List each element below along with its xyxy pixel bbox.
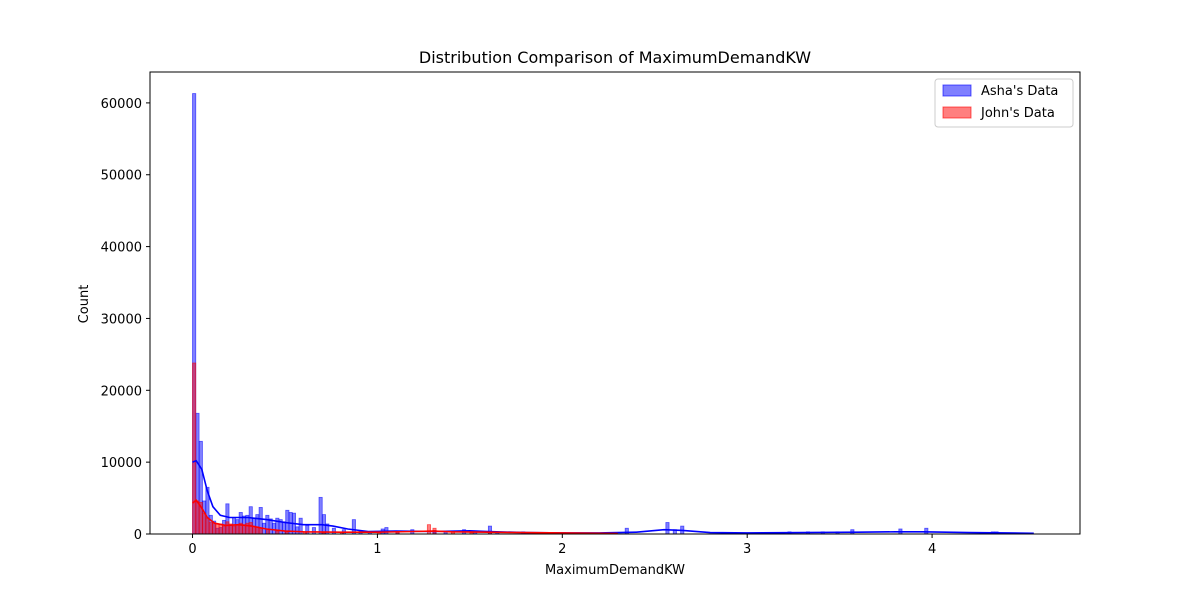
hist-bar-john-21 [266,529,271,535]
hist-bar-john-7 [215,523,220,535]
x-tick-label-1: 1 [373,542,381,557]
hist-bar-john-1 [195,500,200,535]
kde-line-john [192,499,618,535]
hist-bar-john-20 [258,527,263,535]
hist-bar-john-17 [248,522,253,535]
y-tick-label-2: 20000 [101,384,142,399]
hist-bar-john-3 [202,512,207,535]
legend-label-john: John's Data [980,106,1055,121]
hist-bar-john-10 [225,521,230,535]
legend-swatch-john [942,106,972,119]
y-tick-label-5: 50000 [101,169,142,184]
legend-swatch-asha [942,84,972,97]
plot-area: 0 1 2 3 4 0 10000 20000 30000 40000 50000 60000 [101,71,1081,557]
chart-title: Distribution Comparison of MaximumDemand… [419,48,811,67]
hist-bar-john-13 [235,524,240,535]
hist-bar-john-12 [232,525,237,535]
y-tick-label-0: 0 [134,528,142,543]
legend-label-asha: Asha's Data [981,84,1058,99]
x-tick-label-3: 3 [743,542,751,557]
hist-bar-asha-31 [295,526,300,535]
y-tick-label-3: 30000 [101,312,142,327]
hist-bar-john-6 [212,522,217,535]
y-axis-label: Count [77,285,92,324]
plot-frame [149,71,1081,535]
hist-bar-john-29 [426,524,431,535]
legend: Asha's Data John's Data [934,78,1074,128]
hist-bar-asha-35 [318,496,323,535]
y-tick-label-1: 10000 [101,456,142,471]
x-axis-label: MaximumDemandKW [545,563,685,578]
hist-bar-john-4 [205,517,210,535]
hist-bar-john-9 [222,525,227,535]
x-tick-label-2: 2 [558,542,566,557]
hist-bar-asha-24 [271,522,277,535]
x-tick-label-4: 4 [928,542,936,557]
hist-bar-asha-34 [311,527,316,535]
hist-bar-asha-38 [331,527,336,535]
x-tick-label-0: 0 [188,542,196,557]
hist-bar-asha-55 [665,522,670,535]
y-tick-label-4: 40000 [101,241,142,256]
y-tick-label-6: 60000 [101,97,142,112]
hist-bar-john-0 [192,362,197,535]
hist-bar-john-8 [218,523,223,535]
hist-bar-john-5 [208,522,213,535]
